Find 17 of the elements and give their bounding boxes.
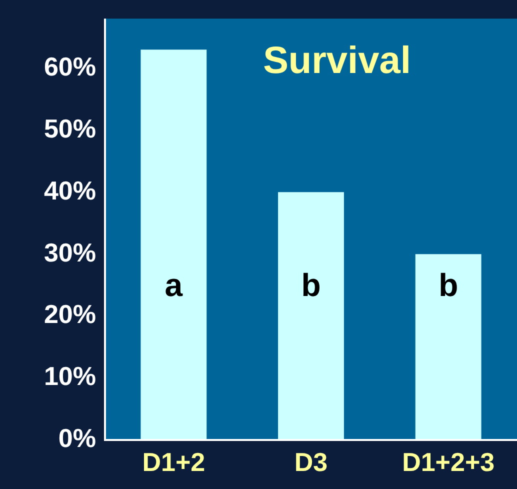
bar <box>140 50 207 440</box>
x-tick-label: D1+2+3 <box>402 446 495 477</box>
y-tick-label: 0% <box>58 423 96 454</box>
x-tick-label: D3 <box>294 446 328 477</box>
x-tick-label: D1+2 <box>142 446 206 477</box>
annotation: b <box>438 266 458 303</box>
text: Survival <box>263 40 411 82</box>
annotation: a <box>164 266 183 303</box>
y-tick-label: 10% <box>44 361 96 392</box>
y-tick-label: 20% <box>44 299 96 330</box>
y-tick-label: 30% <box>44 237 96 268</box>
y-tick-label: 40% <box>44 175 96 206</box>
annotation: b <box>301 266 321 303</box>
bar <box>415 254 482 440</box>
bar <box>278 192 344 440</box>
y-tick-label: 50% <box>44 113 96 144</box>
y-tick-label: 60% <box>44 51 96 82</box>
